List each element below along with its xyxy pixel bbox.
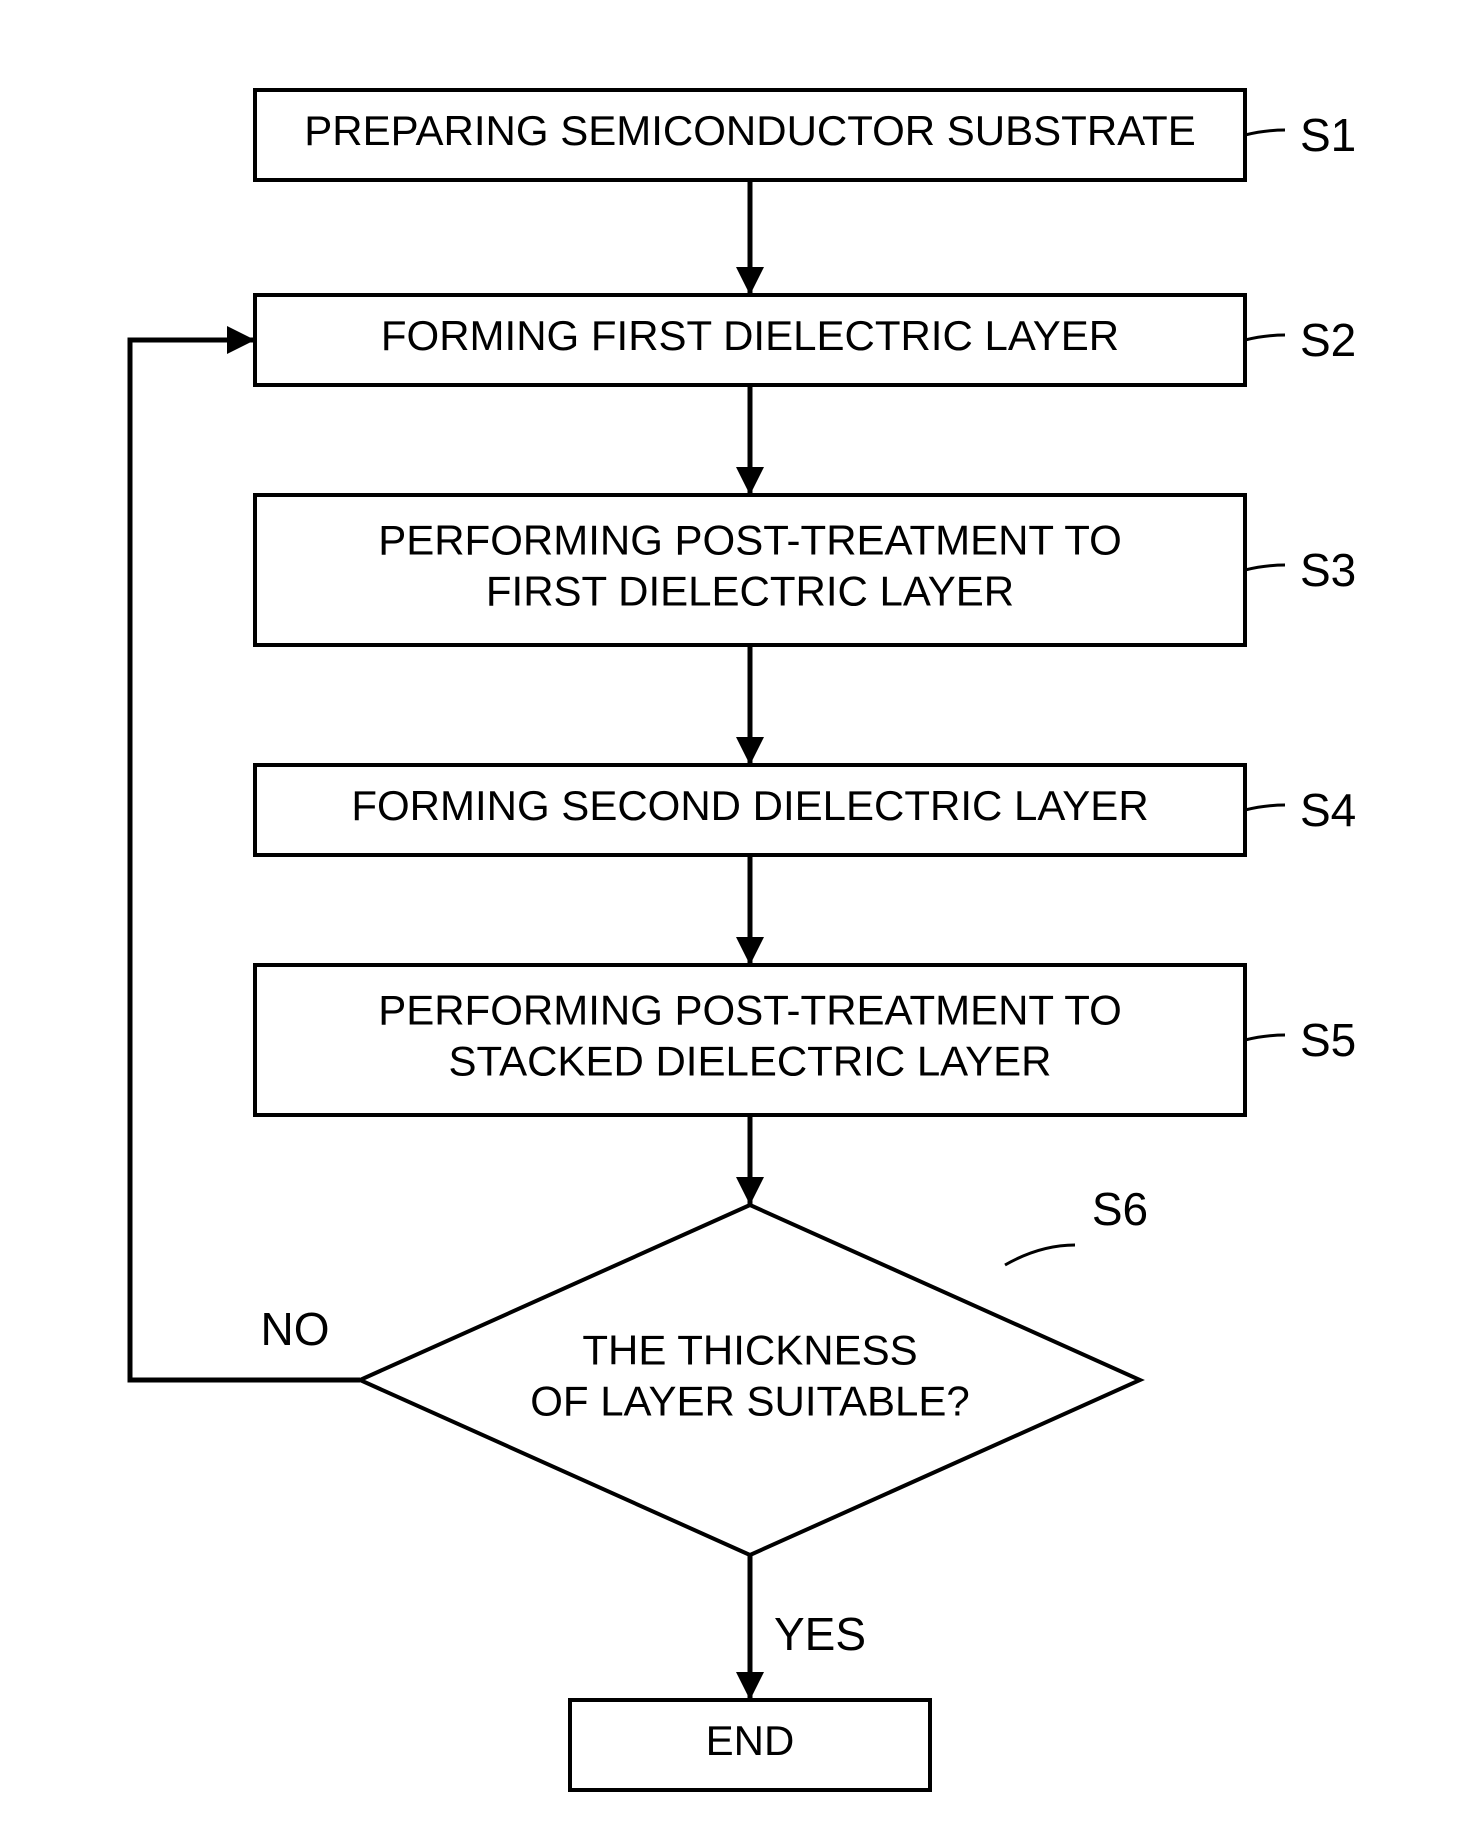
- node-S4-label: S4: [1300, 784, 1356, 836]
- node-S6-text-0: THE THICKNESS: [582, 1326, 917, 1373]
- flowchart-canvas: YES NO PREPARING SEMICONDUCTOR SUBSTRATE S1…: [0, 0, 1479, 1841]
- node-S4-label-tick: [1245, 805, 1285, 810]
- node-S5-text-0: PERFORMING POST-TREATMENT TO: [378, 986, 1122, 1033]
- node-S6-label: S6: [1092, 1183, 1148, 1235]
- node-S6-text-1: OF LAYER SUITABLE?: [530, 1378, 970, 1425]
- node-S1-text-0: PREPARING SEMICONDUCTOR SUBSTRATE: [304, 107, 1195, 154]
- node-S3-label: S3: [1300, 544, 1356, 596]
- node-S6-label-tick: [1005, 1245, 1075, 1265]
- node-S1-label-tick: [1245, 130, 1285, 135]
- node-S2-label: S2: [1300, 314, 1356, 366]
- node-END-text-0: END: [706, 1717, 795, 1764]
- node-S3-text-1: FIRST DIELECTRIC LAYER: [486, 568, 1014, 615]
- node-S5-text-1: STACKED DIELECTRIC LAYER: [449, 1038, 1052, 1085]
- node-S3-label-tick: [1245, 565, 1285, 570]
- node-S4-text-0: FORMING SECOND DIELECTRIC LAYER: [351, 782, 1148, 829]
- node-S2-text-0: FORMING FIRST DIELECTRIC LAYER: [381, 312, 1119, 359]
- node-S3-text-0: PERFORMING POST-TREATMENT TO: [378, 516, 1122, 563]
- edge-label-S6-S2: NO: [261, 1303, 330, 1355]
- node-S1-label: S1: [1300, 109, 1356, 161]
- node-S5-label-tick: [1245, 1035, 1285, 1040]
- node-S2-label-tick: [1245, 335, 1285, 340]
- node-S5-label: S5: [1300, 1014, 1356, 1066]
- edge-label-S6-END: YES: [774, 1608, 866, 1660]
